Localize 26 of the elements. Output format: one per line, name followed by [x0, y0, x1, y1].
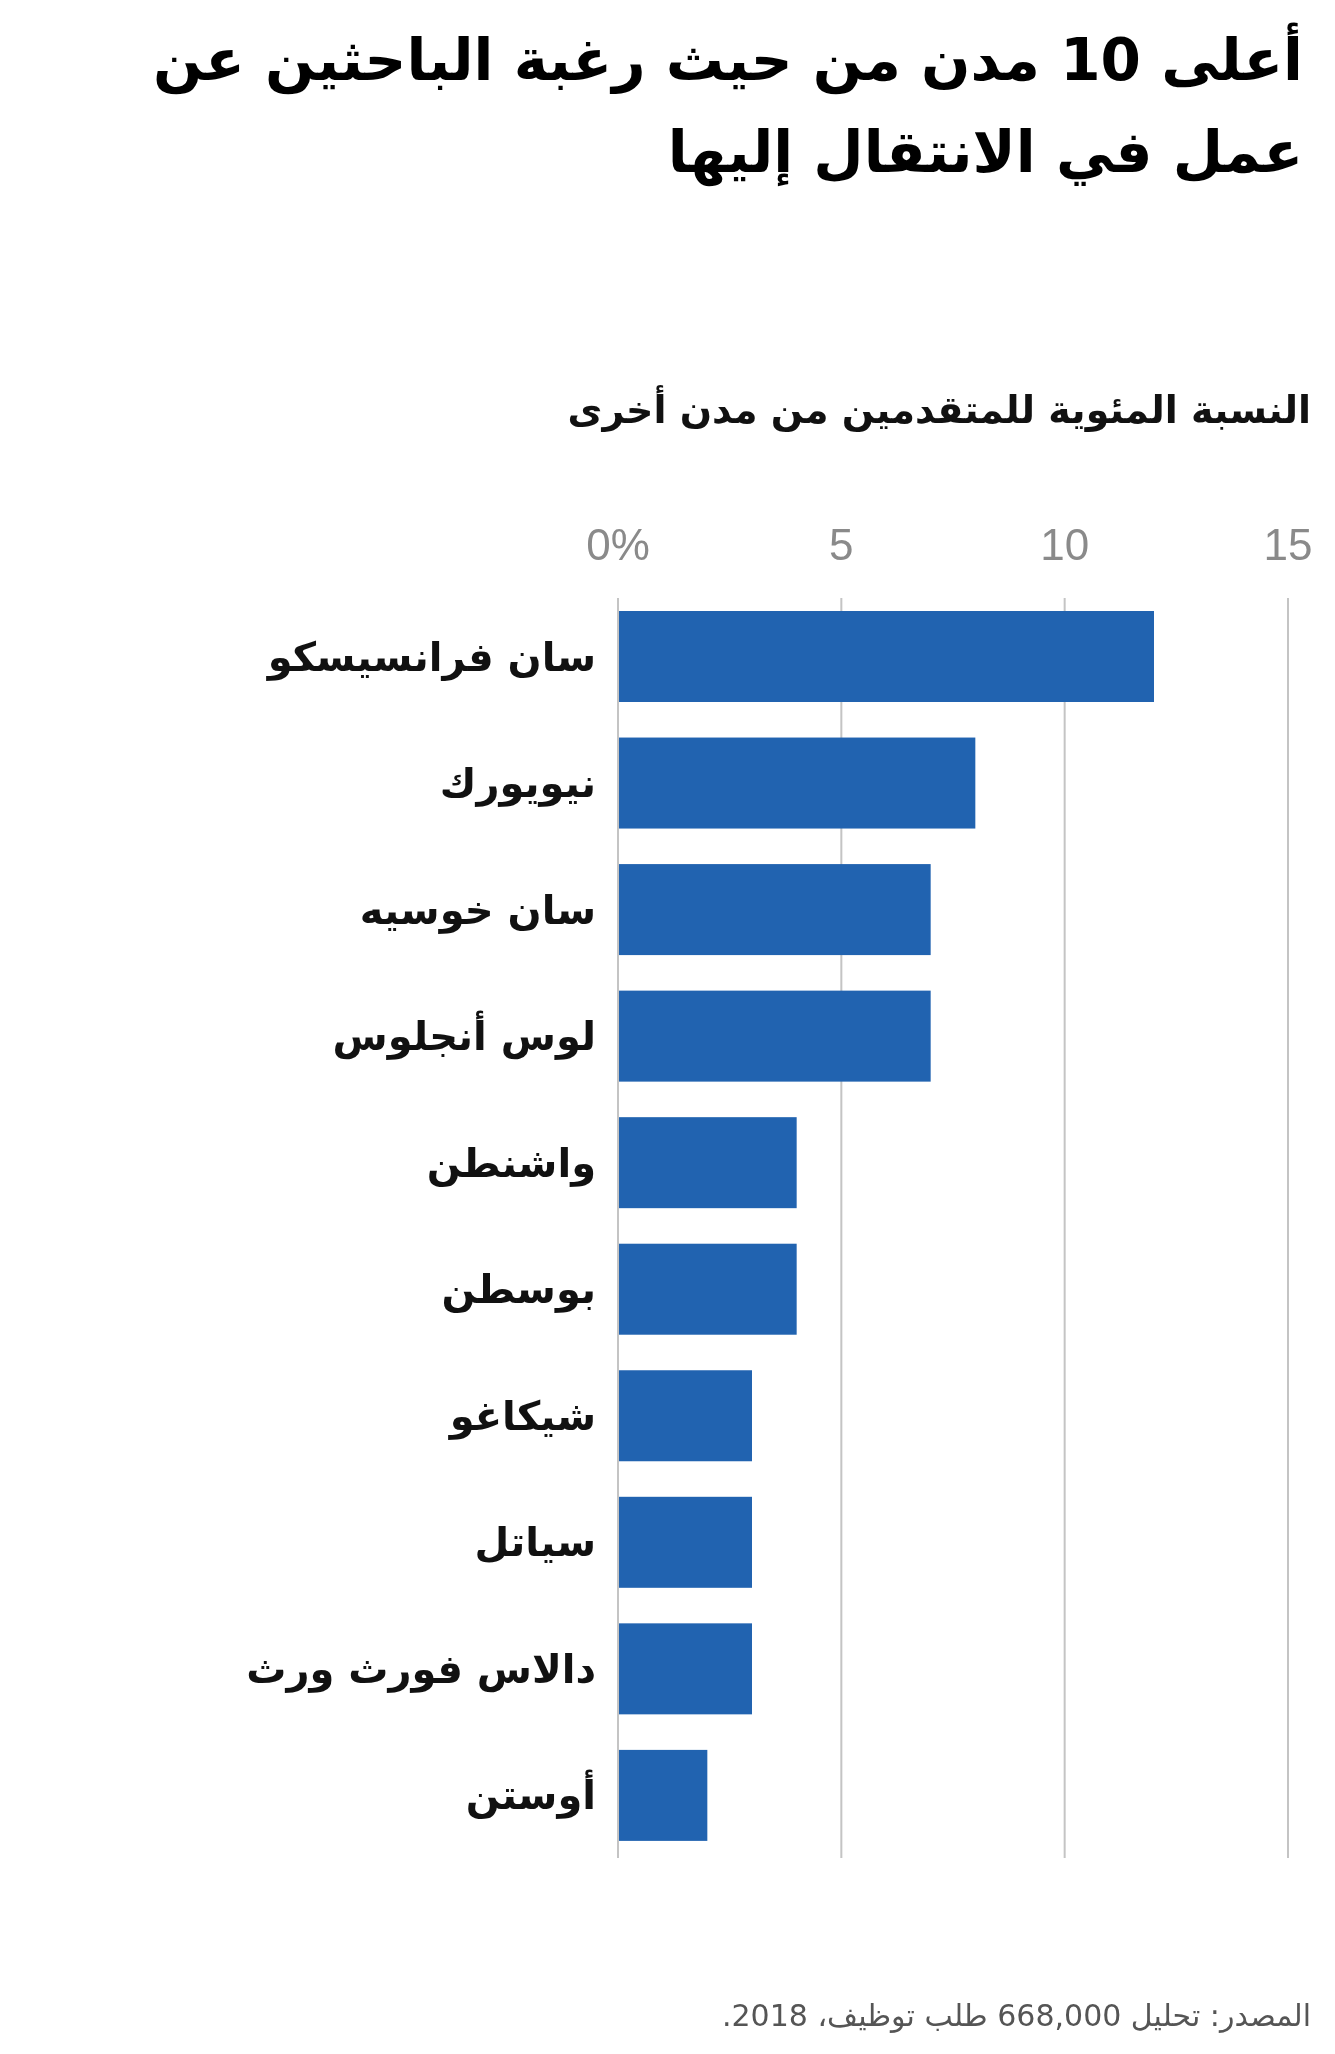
- bar: [618, 864, 931, 956]
- bar: [618, 1623, 752, 1715]
- y-tick-label: نيويورك: [439, 760, 596, 808]
- bar: [618, 1749, 708, 1841]
- bar: [618, 1117, 797, 1209]
- chart-title: أعلى 10 مدن من حيث رغبة الباحثين عن عمل في الانتقال إليها: [152, 21, 1303, 189]
- x-tick-label: 0%: [586, 520, 650, 569]
- y-tick-label: لوس أنجلوس: [332, 1010, 596, 1061]
- bar: [618, 1243, 797, 1335]
- y-tick-label: بوسطن: [441, 1266, 596, 1314]
- y-tick-label: دالاس فورث ورث: [246, 1645, 596, 1693]
- bar: [618, 611, 1154, 702]
- x-tick-label: 15: [1263, 520, 1313, 569]
- y-tick-label: سياتل: [474, 1519, 596, 1566]
- y-tick-label: سان خوسيه: [359, 886, 596, 934]
- bar: [618, 1496, 752, 1588]
- bar: [618, 1370, 752, 1462]
- bar: [618, 737, 976, 829]
- text: المصدر: تحليل 668,000 طلب توظيف، 2018.: [720, 1998, 1311, 2033]
- y-tick-label: واشنطن: [426, 1139, 596, 1187]
- x-tick-label: 5: [829, 520, 854, 569]
- y-tick-label: أوستن: [465, 1769, 596, 1820]
- y-tick-label: سان فرانسيسكو: [265, 633, 596, 681]
- bar: [618, 990, 931, 1082]
- x-tick-label: 10: [1040, 520, 1090, 569]
- y-tick-label: شيكاغو: [447, 1392, 596, 1440]
